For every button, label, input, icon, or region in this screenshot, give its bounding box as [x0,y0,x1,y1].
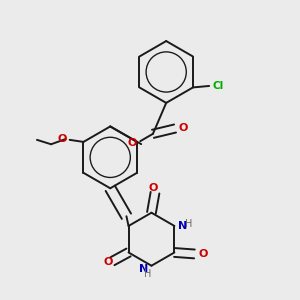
Text: O: O [149,183,158,193]
Text: O: O [103,257,112,267]
Text: Cl: Cl [212,81,224,91]
Text: H: H [144,269,152,279]
Text: N: N [178,221,187,231]
Text: O: O [178,123,188,133]
Text: O: O [58,134,67,144]
Text: O: O [128,138,137,148]
Text: H: H [185,219,192,229]
Text: N: N [139,264,148,274]
Text: O: O [199,249,208,259]
